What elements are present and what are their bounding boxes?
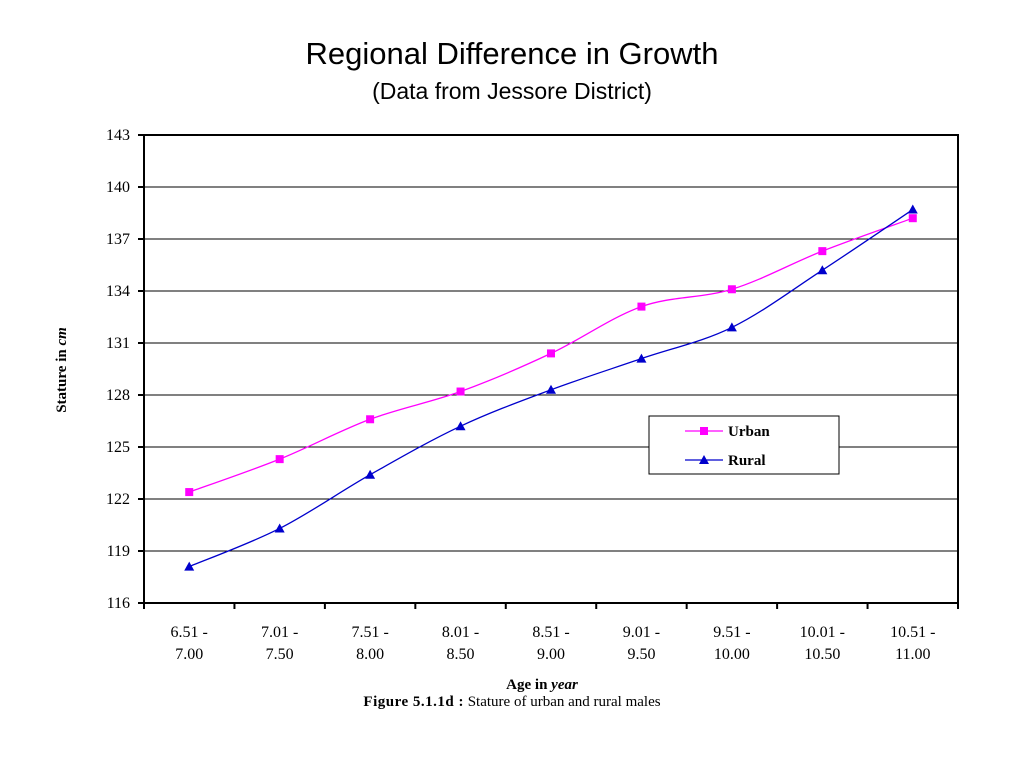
y-tick-label: 134	[106, 283, 130, 300]
x-tick-label: 9.51 -	[713, 624, 750, 641]
data-point-rural	[907, 204, 918, 214]
figure-caption: Figure 5.1.1d : Stature of urban and rur…	[0, 694, 1024, 711]
x-tick-label: 10.01 -	[800, 624, 845, 641]
x-tick-label: 10.51 -	[890, 624, 935, 641]
x-tick-label: 9.01 -	[623, 624, 660, 641]
x-tick-label: 8.51 -	[532, 624, 569, 641]
data-point-rural	[184, 561, 195, 571]
data-point-urban	[908, 214, 917, 223]
x-tick-label: 9.50	[627, 646, 655, 663]
data-point-rural	[817, 265, 828, 275]
legend: Urban Rural	[648, 415, 840, 475]
data-point-urban	[275, 455, 284, 464]
data-point-urban	[185, 488, 194, 497]
legend-label-urban: Urban	[728, 424, 770, 440]
series-urban	[185, 214, 917, 497]
x-tick-label: 9.00	[537, 646, 565, 663]
data-point-urban	[818, 247, 827, 256]
grid	[144, 186, 958, 552]
x-tick-label: 7.00	[175, 646, 203, 663]
y-tick-label: 140	[106, 179, 130, 196]
data-point-urban	[727, 285, 736, 294]
x-tick-label: 8.01 -	[442, 624, 479, 641]
x-tick-label: 10.50	[804, 646, 840, 663]
legend-marker-rural	[699, 455, 709, 464]
y-axis: 116 119 122 125 128 131 134 137 140 143	[106, 127, 144, 612]
chart-subtitle: (Data from Jessore District)	[372, 78, 652, 104]
x-tick-label: 8.00	[356, 646, 384, 663]
legend-box	[648, 415, 840, 475]
series-rural	[184, 204, 918, 571]
figure-text: Stature of urban and rural males	[463, 694, 661, 710]
x-axis-label: Age in year	[506, 677, 578, 693]
data-point-rural	[726, 322, 737, 332]
series	[184, 204, 918, 571]
chart-title: Regional Difference in Growth	[305, 36, 719, 71]
data-point-rural	[636, 353, 647, 363]
y-tick-label: 137	[106, 231, 130, 248]
data-point-rural	[365, 469, 376, 479]
x-axis: 6.51 - 7.00 7.01 - 7.50 7.51 - 8.00 8.01 - 8.50…	[143, 603, 959, 663]
x-tick-label: 8.50	[447, 646, 475, 663]
y-tick-label: 143	[106, 127, 130, 144]
y-tick-label: 116	[107, 595, 130, 612]
y-tick-label: 119	[107, 543, 130, 560]
data-point-urban	[366, 415, 375, 424]
x-tick-label: 7.51 -	[351, 624, 388, 641]
legend-marker-urban	[700, 427, 708, 435]
y-tick-label: 128	[106, 387, 130, 404]
y-tick-label: 125	[106, 439, 130, 456]
data-point-urban	[547, 349, 555, 358]
x-tick-label: 6.51 -	[171, 624, 208, 641]
data-point-urban	[456, 387, 465, 396]
data-point-rural	[274, 523, 285, 533]
x-tick-label: 7.50	[266, 646, 294, 663]
data-point-urban	[637, 302, 646, 311]
figure-label: Figure 5.1.1d :	[363, 694, 464, 710]
plot-area	[143, 134, 959, 604]
data-point-rural	[546, 384, 556, 394]
legend-label-rural: Rural	[728, 453, 766, 469]
y-tick-label: 122	[106, 491, 130, 508]
data-point-rural	[455, 421, 466, 431]
y-axis-label: Stature in cm	[54, 327, 70, 413]
y-tick-label: 131	[106, 335, 130, 352]
x-tick-label: 11.00	[895, 646, 930, 663]
x-tick-label: 7.01 -	[261, 624, 298, 641]
x-tick-label: 10.00	[714, 646, 750, 663]
